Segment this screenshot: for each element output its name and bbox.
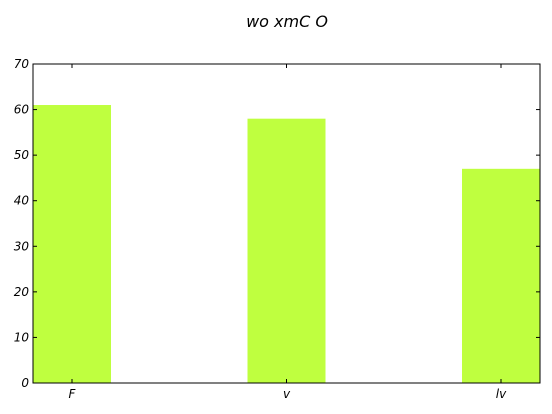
x-tick-label: F — [69, 387, 77, 401]
y-tick-label: 60 — [14, 103, 30, 117]
y-tick-label: 20 — [14, 285, 30, 299]
ticks-layer — [33, 63, 540, 384]
y-tick-labels: 0 10 20 30 40 50 60 70 — [14, 57, 30, 390]
chart-title: wo xmC O — [246, 12, 328, 31]
y-tick-label: 70 — [14, 57, 30, 71]
x-tick-label: lv — [496, 387, 507, 401]
y-tick-label: 50 — [14, 148, 30, 162]
bar-F — [33, 105, 111, 383]
bar-lv — [462, 168, 540, 383]
y-tick-label: 30 — [14, 239, 30, 253]
y-tick-label: 10 — [14, 330, 30, 344]
y-tick-label: 0 — [21, 376, 29, 390]
bar-v — [247, 118, 326, 383]
y-tick-label: 40 — [14, 194, 30, 208]
bars-layer — [33, 105, 540, 383]
x-tick-label: v — [283, 387, 291, 401]
